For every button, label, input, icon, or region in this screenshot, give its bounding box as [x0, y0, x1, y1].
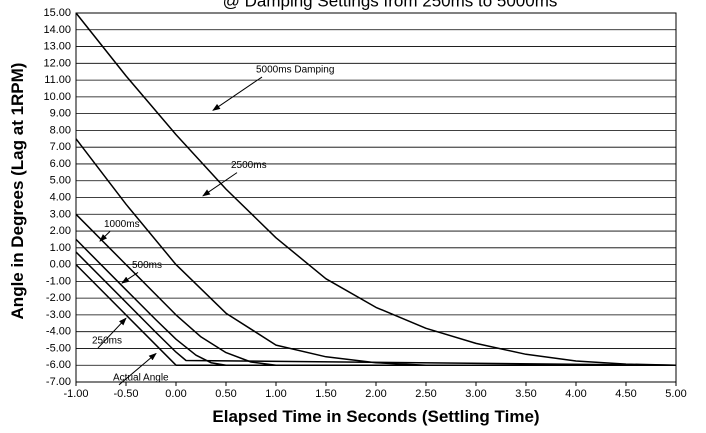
y-tick-label: 10.00 — [43, 91, 71, 103]
x-tick-label: 4.00 — [565, 388, 586, 400]
gridlines — [76, 12, 676, 383]
x-tick-label: 3.50 — [515, 388, 536, 400]
annotations: 5000ms Damping 2500ms 1000ms 500ms 250ms Actu… — [92, 65, 334, 386]
chart-title: @ Damping Settings from 250ms to 5000ms — [223, 0, 558, 11]
y-tick-label: -1.00 — [46, 275, 71, 287]
series-line — [75, 213, 676, 366]
y-tick-label: 11.00 — [44, 74, 71, 86]
annotation-label: 2500ms — [231, 160, 267, 171]
x-tick-label: 5.00 — [665, 388, 686, 400]
annotation-label: 250ms — [92, 335, 122, 346]
y-tick-label: -6.00 — [46, 359, 71, 371]
annotation-arrow — [97, 317, 127, 349]
y-tick-label: -4.00 — [46, 326, 71, 338]
annotation-arrow — [121, 272, 139, 284]
x-tick-label: 2.50 — [415, 388, 436, 400]
y-tick-label: 13.00 — [43, 41, 71, 53]
annotation-arrow — [99, 230, 111, 242]
y-tick-label: 5.00 — [50, 175, 71, 187]
y-tick-label: 14.00 — [43, 24, 71, 36]
chart-title-text: @ Damping Settings from 250ms to 5000ms — [223, 0, 558, 11]
annotation-label: 500ms — [132, 260, 162, 271]
annotation-label: 1000ms — [104, 219, 140, 230]
series-line — [75, 138, 676, 366]
x-tick-label: 1.50 — [315, 388, 336, 400]
y-tick-label: 7.00 — [50, 141, 71, 153]
y-tick-label: 1.00 — [50, 242, 71, 254]
annotation-arrow — [212, 76, 263, 111]
y-tick-label: -7.00 — [46, 376, 71, 388]
y-tick-label: 3.00 — [50, 208, 71, 220]
x-axis-title: Elapsed Time in Seconds (Settling Time) — [212, 407, 539, 426]
y-tick-label: 15.00 — [43, 7, 71, 19]
y-tick-label: 12.00 — [43, 57, 71, 69]
annotation-arrow — [202, 172, 238, 197]
x-tick-label: 2.00 — [365, 388, 386, 400]
series-line — [75, 12, 677, 366]
annotation-arrow — [118, 352, 157, 386]
series-line — [75, 251, 677, 366]
y-tick-label: -5.00 — [46, 342, 71, 354]
y-tick-label: 0.00 — [50, 259, 71, 271]
x-tick-label: -1.00 — [63, 388, 88, 400]
x-tick-label: 1.00 — [265, 388, 286, 400]
y-tick-label: 4.00 — [50, 192, 71, 204]
y-tick-label: -3.00 — [46, 309, 71, 321]
x-tick-label: -0.50 — [113, 388, 138, 400]
x-tick-label: 0.50 — [215, 388, 236, 400]
annotation-label: 5000ms Damping — [256, 65, 334, 76]
y-axis-title: Angle in Degrees (Lag at 1RPM) — [8, 63, 27, 320]
axes — [75, 12, 677, 386]
x-tick-label: 4.50 — [615, 388, 636, 400]
x-tick-labels: -1.00 -0.50 0.00 0.50 1.00 1.50 2.00 2.50 3.00 3.… — [63, 388, 686, 400]
annotation-label: Actual Angle — [113, 372, 169, 383]
series-line — [75, 238, 676, 366]
x-tick-label: 0.00 — [165, 388, 186, 400]
series-lines — [75, 12, 677, 366]
x-tick-label: 3.00 — [465, 388, 486, 400]
y-tick-label: 6.00 — [50, 158, 71, 170]
y-tick-label: -2.00 — [46, 292, 71, 304]
y-tick-label: 2.00 — [50, 225, 71, 237]
y-tick-labels: 15.00 14.00 13.00 12.00 11.00 10.00 9.00 8.00 7.… — [43, 7, 71, 388]
y-tick-label: 8.00 — [50, 124, 71, 136]
y-tick-label: 9.00 — [50, 108, 71, 120]
